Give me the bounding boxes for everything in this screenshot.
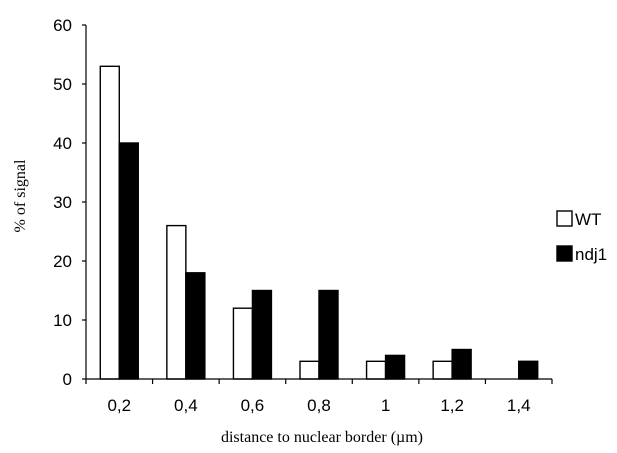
x-tick-label: 0,8 [307,396,331,415]
bar-ndj1-0-6 [251,289,273,380]
x-tick-label: 0,6 [241,396,265,415]
x-axis-ticks: 0,2 0,4 0,6 0,8 1 1,2 1,4 [85,379,553,415]
x-tick-label: 0,4 [174,396,198,415]
bar-wt-0-6 [232,307,254,380]
bar-ndj1-0-4 [185,272,206,380]
bar-ndj1-1-4 [518,360,539,380]
series-wt-bars [99,65,453,380]
x-tick-label: 1,2 [440,396,464,415]
legend-swatch-ndj1 [556,245,573,262]
y-tick-label: 20 [53,252,72,271]
y-tick-label: 0 [63,370,72,389]
y-tick-label: 40 [53,134,72,153]
x-axis-title: distance to nuclear border (µm) [221,429,423,446]
bar-ndj1-0-8 [318,289,339,380]
legend: WT ndj1 [556,210,607,264]
bar-ndj1-1 [384,354,406,380]
bar-ndj1-0-2 [118,142,139,380]
bar-wt-0-4 [166,224,187,380]
y-tick-label: 50 [53,75,72,94]
bar-wt-0-8 [299,360,320,380]
legend-swatch-wt [556,210,573,227]
y-tick-label: 60 [53,16,72,35]
bar-wt-1 [365,360,387,380]
y-axis-ticks: 0 10 20 30 40 50 60 [53,16,86,389]
series-ndj1-bars [118,142,539,380]
legend-label-ndj1: ndj1 [575,245,607,264]
bar-wt-1-2 [432,360,453,380]
x-tick-label: 1 [381,396,390,415]
y-tick-label: 30 [53,193,72,212]
x-tick-label: 0,2 [107,396,131,415]
x-tick-label: 1,4 [507,396,531,415]
y-tick-label: 10 [53,311,72,330]
legend-label-wt: WT [575,210,601,229]
bar-wt-0-2 [99,65,120,380]
bar-ndj1-1-2 [451,348,472,380]
y-axis-title: % of signal [12,159,29,232]
